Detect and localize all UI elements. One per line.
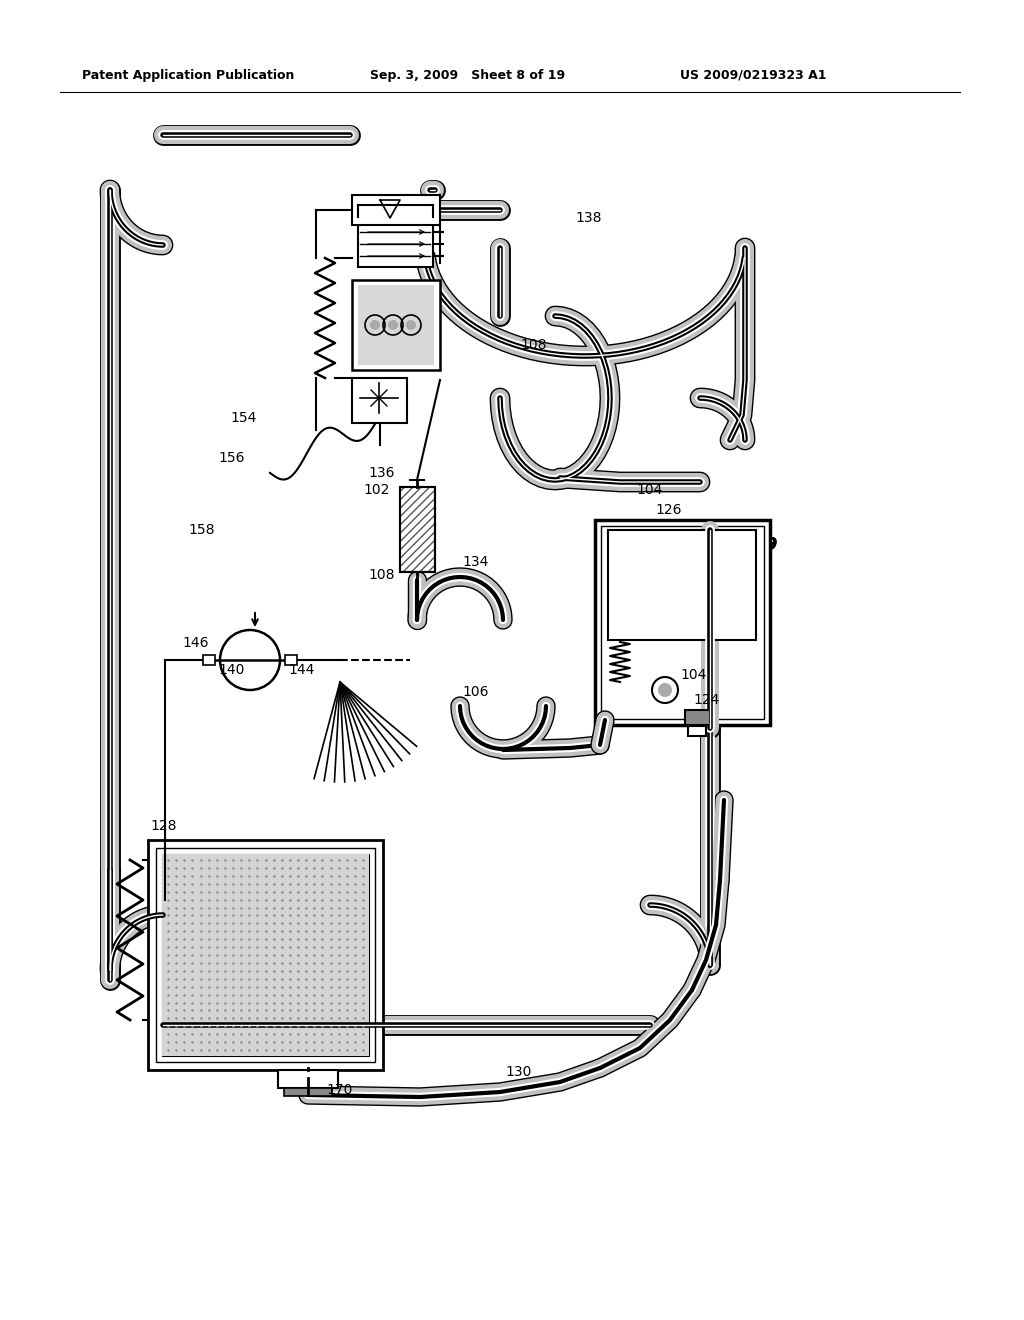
Bar [688,726,706,737]
Text: 134: 134 [462,554,488,569]
Text: 128: 128 [150,818,176,833]
Bar [148,840,383,1071]
Text: 156: 156 [218,451,245,465]
Text: 138: 138 [575,211,601,224]
Bar [352,378,407,422]
Circle shape [388,319,398,330]
Bar [400,487,435,572]
Text: 136: 136 [368,466,394,480]
Text: 140: 140 [218,663,245,677]
Circle shape [370,319,380,330]
Text: 158: 158 [188,523,214,537]
Circle shape [658,682,672,697]
Bar [284,1088,332,1096]
Bar [601,525,764,719]
Text: 104: 104 [680,668,707,682]
Bar [595,520,770,725]
Text: US 2009/0219323 A1: US 2009/0219323 A1 [680,69,826,82]
Text: 102: 102 [362,483,389,498]
Text: 104: 104 [636,483,663,498]
Text: 130: 130 [505,1065,531,1078]
Text: 154: 154 [230,411,256,425]
Bar [278,1071,338,1088]
Circle shape [223,634,278,686]
Bar [203,655,215,665]
Bar [285,655,297,665]
Bar [400,487,435,572]
Bar [162,854,369,1056]
Text: Patent Application Publication: Patent Application Publication [82,69,294,82]
Bar [400,487,435,572]
Text: 108: 108 [520,338,547,352]
Bar [352,280,440,370]
Bar [358,285,434,366]
Bar [162,854,369,1056]
Text: 124: 124 [693,693,720,708]
Text: Sep. 3, 2009   Sheet 8 of 19: Sep. 3, 2009 Sheet 8 of 19 [370,69,565,82]
Text: 106: 106 [462,685,488,700]
Circle shape [406,319,416,330]
Text: 126: 126 [655,503,682,517]
Bar [156,847,375,1063]
Bar [352,195,440,224]
Bar [358,216,433,267]
Text: 146: 146 [182,636,209,649]
Bar [608,531,756,640]
Text: 170: 170 [326,1082,352,1097]
Text: FIG. 9: FIG. 9 [718,536,777,554]
Text: 144: 144 [288,663,314,677]
Text: FIG. 9: FIG. 9 [718,536,777,554]
Text: 108: 108 [368,568,394,582]
Bar [685,710,710,725]
